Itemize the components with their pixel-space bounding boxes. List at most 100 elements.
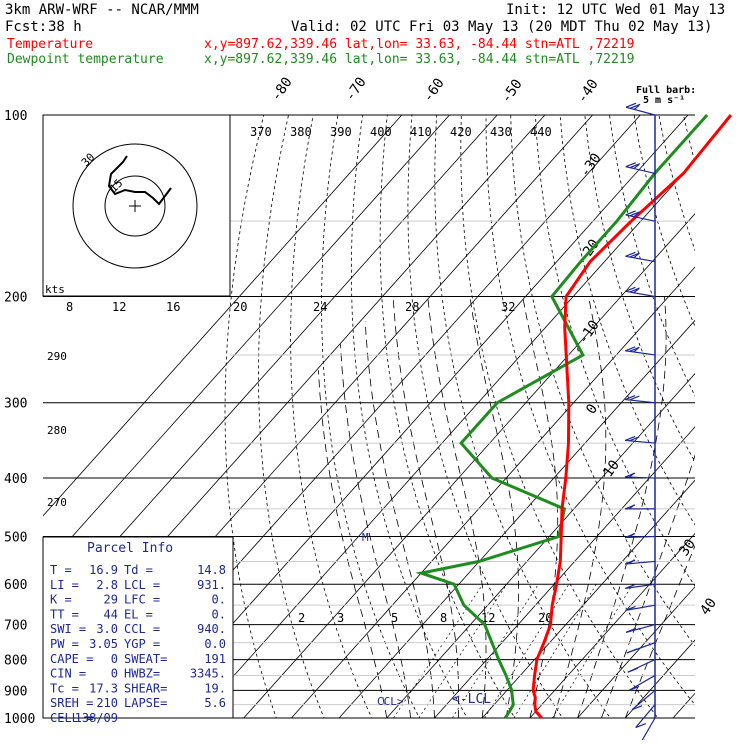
parcel-row-value-left: 29 [104, 593, 118, 607]
parcel-row-label-left: Tc = [50, 681, 79, 695]
isobar-label-100: 100 [4, 109, 27, 124]
wind-barb [626, 625, 655, 633]
wind-barb [640, 718, 655, 740]
isobar-label-1000: 1000 [4, 712, 35, 727]
dry-adiabat-line [585, 115, 740, 731]
wind-barb [625, 533, 655, 537]
moist-adiabat-line [341, 344, 411, 718]
isobar-label-200: 200 [4, 291, 27, 306]
parcel-row-value-left: 3.0 [96, 622, 118, 636]
wind-barb-staff [629, 675, 655, 690]
hodograph-inset: 15 30 kts [43, 115, 230, 296]
parcel-row-label-right: SWEAT= [124, 652, 167, 666]
m-marker: M [362, 531, 369, 544]
parcel-row-value-left: 210 [96, 696, 118, 710]
parcel-row-label-left: T = [50, 563, 72, 577]
mixing-ratio-label-upper: 32 [501, 300, 515, 314]
ccl-marker: CCL> [377, 695, 404, 708]
mixing-ratio-line [552, 584, 632, 718]
parcel-row-label-right: LAPSE= [124, 696, 167, 710]
isotherm-label: -40 [574, 76, 602, 106]
isobar-label-900: 900 [4, 684, 27, 699]
moist-adiabat-line [602, 297, 736, 719]
isobar-label-300: 300 [4, 397, 27, 412]
mixing-ratio-label-lower: 5 [391, 611, 398, 625]
parcel-row-label-right: YGP = [124, 637, 160, 651]
mixing-ratio-label-upper: 12 [112, 300, 126, 314]
parcel-row-label-right: LCL = [124, 578, 160, 592]
moist-adiabat-line [625, 297, 740, 719]
theta-label: 370 [250, 125, 272, 139]
parcel-row-label-right: SHEAR= [124, 681, 167, 695]
dry-adiabat-line [684, 115, 740, 731]
wind-barb-legend-value: 5 m s⁻¹ [643, 95, 685, 106]
parcel-row-value-left: 2.8 [96, 578, 118, 592]
dry-adiabat-line [733, 115, 740, 731]
theta-label: 390 [330, 125, 352, 139]
isotherm-label: 40 [697, 595, 720, 618]
isotherm-label: -70 [342, 74, 370, 104]
parcel-row-value-left: 44 [104, 607, 118, 621]
init-time: Init: 12 UTC Wed 01 May 13 [506, 2, 725, 18]
isobar-label-700: 700 [4, 619, 27, 634]
lcl-marker: <-LCL [452, 692, 491, 707]
isobar-label-500: 500 [4, 530, 27, 545]
wind-barbs [625, 103, 655, 740]
moist-adiabat-line [578, 297, 667, 719]
mixing-ratio-label-upper: 8 [66, 300, 73, 314]
dry-adiabat-line [560, 115, 740, 731]
parcel-row-value-right: 14.8 [197, 563, 226, 577]
temperature-legend-label: Temperature [7, 37, 93, 52]
parcel-row-value-left: 16.9 [89, 563, 118, 577]
theta-e-label: 270 [47, 496, 67, 509]
parcel-row-label-left: SREH = [50, 696, 93, 710]
parcel-row-label-right: Td = [124, 563, 153, 577]
parcel-row-value-right: 191 [204, 652, 226, 666]
theta-label: 440 [530, 125, 552, 139]
parcel-row-value-right: 940. [197, 622, 226, 636]
wind-barb-feather [627, 649, 637, 653]
mixing-ratio-label-lower: 2 [298, 611, 305, 625]
isotherm-label: -30 [577, 150, 605, 180]
dry-adiabat-line [380, 115, 523, 731]
theta-label: 430 [490, 125, 512, 139]
isobar-label-800: 800 [4, 654, 27, 669]
theta-label: 380 [290, 125, 312, 139]
wind-barb [627, 643, 655, 653]
moist-adiabats [318, 297, 740, 719]
parcel-row-value-left: 17.3 [89, 681, 118, 695]
parcel-row-value-right: 0.0 [204, 637, 226, 651]
wind-barb [625, 287, 655, 296]
wind-barb [625, 436, 655, 443]
parcel-row-value-right: 0. [212, 607, 226, 621]
isotherm-line [244, 115, 740, 718]
isotherm-label: 0 [583, 401, 601, 417]
parcel-row-value-left: 138/09 [75, 711, 118, 725]
dry-adiabat-line [461, 115, 668, 731]
isotherm-line [339, 115, 740, 718]
dewpoint-legend-label: Dewpoint temperature [7, 52, 164, 67]
isotherm-line [673, 115, 740, 718]
dry-adiabat-line [634, 115, 740, 731]
model-title: 3km ARW-WRF -- NCAR/MMM [5, 2, 199, 18]
parcel-row-value-left: 0 [111, 652, 118, 666]
wind-barb-staff [640, 718, 655, 740]
wind-barb [625, 473, 655, 478]
mixing-ratio-label-upper: 28 [405, 300, 419, 314]
theta-label: 420 [450, 125, 472, 139]
mixing-ratio-label-upper: 16 [166, 300, 180, 314]
moist-adiabat-line [393, 297, 458, 719]
parcel-row-label-right: HWBZ= [124, 667, 160, 681]
wind-barb-feather [629, 396, 639, 400]
dry-adiabat-line [659, 115, 740, 731]
wind-barb [625, 396, 655, 403]
parcel-row-label-left: SWI = [50, 622, 86, 636]
parcel-row-value-right: 5.6 [204, 696, 226, 710]
wind-barb-feather [628, 668, 638, 672]
parcel-row-value-left: 3.05 [89, 637, 118, 651]
dry-adiabats [225, 115, 740, 731]
wind-barb [625, 584, 655, 588]
